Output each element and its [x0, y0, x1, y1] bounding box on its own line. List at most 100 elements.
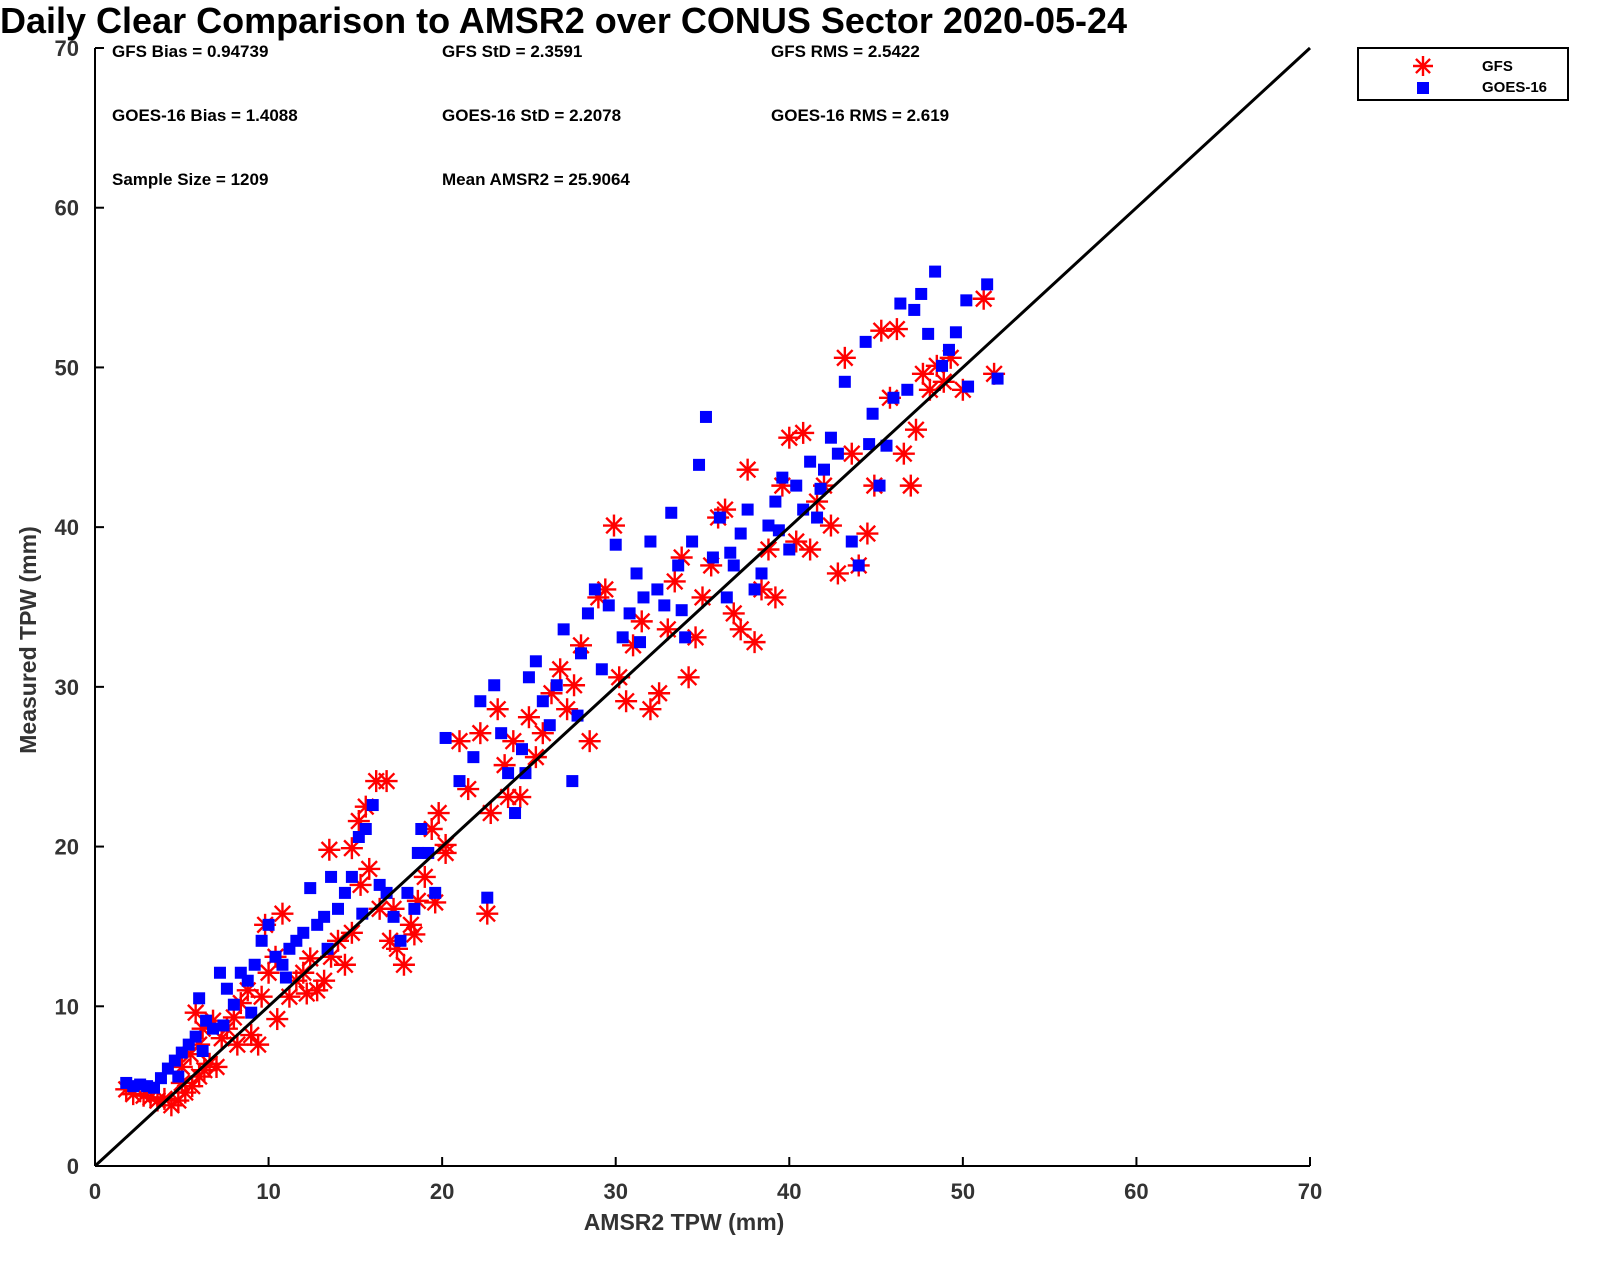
goes-16-point [908, 303, 921, 316]
gfs-point [639, 698, 662, 721]
goes-16-point [901, 383, 914, 396]
stats-block: GFS Bias = 0.94739 GFS StD = 2.3591 GFS … [112, 42, 949, 189]
goes-16-point [217, 1019, 230, 1032]
gfs-point [250, 985, 273, 1008]
legend-box [1357, 47, 1569, 101]
stat-goes-rms: GOES-16 RMS = 2.619 [771, 106, 949, 125]
goes-16-point [536, 695, 549, 708]
goes-16-point [720, 591, 733, 604]
gfs-point [340, 921, 363, 944]
goes-16-point [616, 631, 629, 644]
goes-16-point [894, 297, 907, 310]
goes-16-point [962, 380, 975, 393]
gfs-point [602, 514, 625, 537]
gfs-point [399, 913, 422, 936]
goes-16-point [519, 767, 532, 780]
y-tick-label: 50 [55, 355, 79, 380]
gfs-point [313, 969, 336, 992]
gfs-point [608, 666, 631, 689]
goes-16-point [172, 1070, 185, 1083]
gfs-point [885, 318, 908, 341]
legend-goes-marker [1417, 82, 1429, 94]
goes-16-point [831, 447, 844, 460]
goes-16-point [675, 604, 688, 617]
goes-16-point [453, 775, 466, 788]
goes-16-point [248, 958, 261, 971]
goes-16-point [522, 671, 535, 684]
goes-16-point [575, 647, 587, 660]
goes-16-point [776, 471, 789, 484]
chart-title: Daily Clear Comparison to AMSR2 over CON… [0, 0, 1127, 41]
gfs-point [663, 570, 686, 593]
goes-16-point [880, 439, 893, 452]
gfs-point [615, 690, 638, 713]
goes-16-point [783, 543, 796, 556]
goes-16-point [359, 823, 372, 836]
goes-16-point [304, 882, 317, 895]
gfs-point [563, 674, 586, 697]
gfs-point [240, 1024, 263, 1047]
gfs-point [278, 985, 301, 1008]
goes-16-point [241, 974, 254, 987]
gfs-point [549, 658, 572, 681]
goes-16-point [936, 359, 949, 372]
gfs-point [502, 730, 525, 753]
goes-16-point [581, 607, 594, 620]
gfs-point [856, 522, 879, 545]
goes-16-point [960, 294, 973, 307]
gfs-point [497, 786, 520, 809]
goes-16-point [154, 1072, 167, 1085]
goes-16-point [415, 823, 428, 836]
goes-16-point [411, 846, 424, 859]
goes-16-point [929, 265, 942, 278]
gfs-point [403, 923, 426, 946]
gfs-point [247, 1033, 270, 1056]
goes-16-point [394, 934, 407, 947]
gfs-point [736, 458, 759, 481]
goes-16-point [658, 599, 671, 612]
gfs-point [833, 346, 856, 369]
x-tick-label: 70 [1298, 1179, 1322, 1204]
gfs-point [648, 682, 671, 705]
legend-asterisk-icon [1413, 56, 1433, 76]
gfs-point [486, 698, 509, 721]
goes-16-point [623, 607, 636, 620]
goes-16-point [439, 731, 452, 744]
goes-16-point [644, 535, 657, 548]
goes-16-point [588, 583, 601, 596]
y-tick-label: 20 [55, 835, 79, 860]
x-tick-label: 50 [951, 1179, 975, 1204]
legend-gfs-marker [1413, 56, 1433, 76]
stat-goes-std: GOES-16 StD = 2.2078 [442, 106, 621, 125]
gfs-point [524, 746, 547, 769]
goes-16-point [213, 966, 226, 979]
goes-16-point [245, 1006, 258, 1019]
goes-16-point [481, 891, 494, 904]
stat-gfs-bias: GFS Bias = 0.94739 [112, 42, 268, 61]
goes-16-point [321, 942, 334, 955]
goes-16-point [686, 535, 699, 548]
gfs-point [840, 442, 863, 465]
goes-16-point [866, 407, 879, 420]
goes-16-point [713, 511, 726, 524]
goes-16-point [502, 767, 515, 780]
gfs-point [358, 857, 381, 880]
goes-16-point [665, 506, 678, 519]
axis-ticks: 0 10 20 30 40 50 60 70 0 10 20 30 40 50 60 70 [55, 36, 1323, 1204]
stat-sample-size: Sample Size = 1209 [112, 170, 268, 189]
x-tick-label: 30 [603, 1179, 627, 1204]
goes-16-point [193, 992, 206, 1005]
goes-16-point [724, 546, 737, 559]
plot-area [94, 48, 1310, 1167]
goes-16-point [706, 551, 719, 564]
goes-16-point [981, 278, 994, 291]
goes-16-point [838, 375, 851, 388]
gfs-point [333, 953, 356, 976]
gfs-point [904, 418, 927, 441]
gfs-point [479, 802, 502, 825]
y-tick-label: 70 [55, 36, 79, 61]
goes-16-point [602, 599, 615, 612]
gfs-point [578, 730, 601, 753]
goes-16-point [637, 591, 650, 604]
